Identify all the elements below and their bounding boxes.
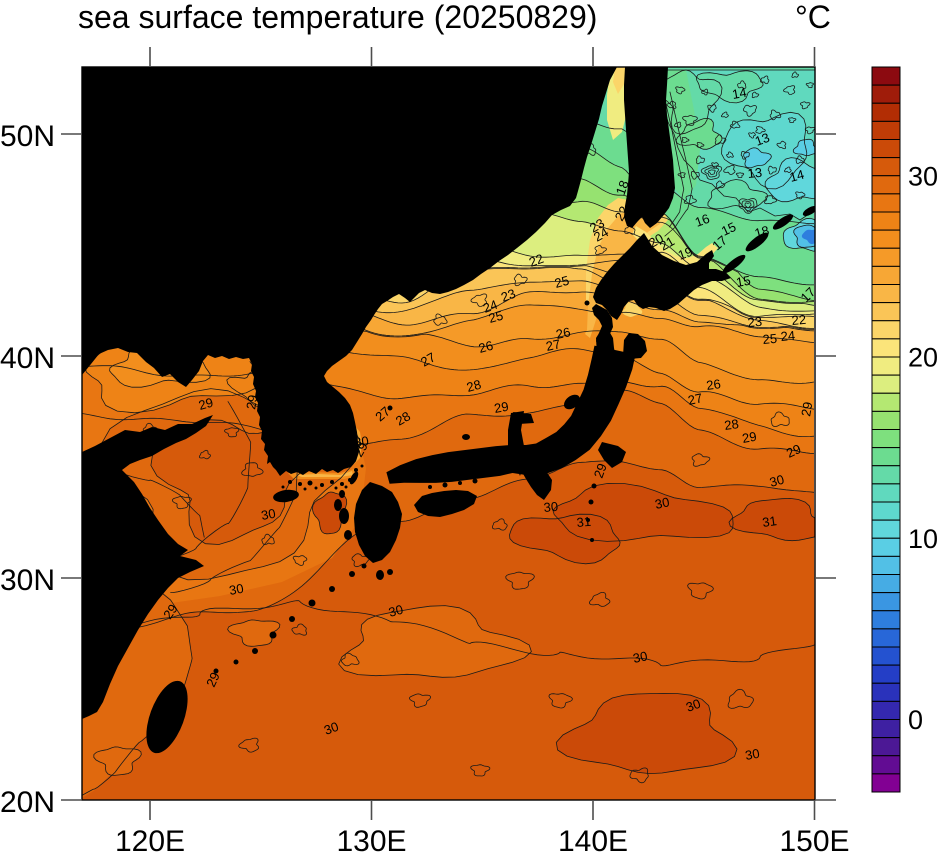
svg-text:23: 23 xyxy=(587,215,607,235)
svg-text:20: 20 xyxy=(908,343,938,373)
svg-text:30: 30 xyxy=(387,602,405,620)
svg-text:50N: 50N xyxy=(0,120,55,153)
svg-text:21: 21 xyxy=(657,233,677,253)
svg-text:26: 26 xyxy=(705,376,721,393)
svg-text:120E: 120E xyxy=(115,825,185,858)
svg-text:15: 15 xyxy=(735,273,752,290)
svg-text:30: 30 xyxy=(632,648,649,666)
svg-text:°C: °C xyxy=(795,0,831,35)
svg-text:30: 30 xyxy=(744,746,761,763)
svg-text:13: 13 xyxy=(747,165,763,181)
svg-text:30: 30 xyxy=(768,472,786,490)
svg-text:30: 30 xyxy=(228,581,245,598)
svg-text:14: 14 xyxy=(731,85,748,102)
svg-text:130E: 130E xyxy=(336,825,406,858)
svg-text:27: 27 xyxy=(545,336,562,354)
svg-text:30: 30 xyxy=(908,162,938,192)
svg-text:30: 30 xyxy=(684,696,703,715)
svg-text:29: 29 xyxy=(798,401,815,418)
svg-text:10: 10 xyxy=(908,524,938,554)
svg-text:29: 29 xyxy=(197,395,215,413)
svg-text:25: 25 xyxy=(553,273,571,291)
svg-text:13: 13 xyxy=(753,130,772,149)
svg-text:28: 28 xyxy=(465,377,483,395)
svg-text:30: 30 xyxy=(543,499,559,515)
svg-text:29: 29 xyxy=(591,461,610,480)
svg-text:30N: 30N xyxy=(0,564,55,597)
svg-text:29: 29 xyxy=(203,670,223,689)
svg-text:sea surface temperature (20250: sea surface temperature (20250829) xyxy=(78,0,597,35)
svg-text:27: 27 xyxy=(687,390,704,408)
svg-text:29: 29 xyxy=(493,399,510,416)
svg-text:24: 24 xyxy=(481,297,500,316)
svg-text:140E: 140E xyxy=(558,825,628,858)
svg-text:30: 30 xyxy=(322,719,341,738)
svg-text:25: 25 xyxy=(762,331,778,347)
svg-text:26: 26 xyxy=(477,338,495,356)
svg-text:31: 31 xyxy=(761,513,777,530)
svg-text:18: 18 xyxy=(613,178,632,197)
svg-text:20N: 20N xyxy=(0,786,55,819)
svg-text:15: 15 xyxy=(719,219,738,239)
svg-text:23: 23 xyxy=(747,314,763,330)
svg-text:28: 28 xyxy=(723,416,739,433)
svg-text:28: 28 xyxy=(393,408,413,428)
svg-text:25: 25 xyxy=(487,308,505,326)
svg-text:29: 29 xyxy=(160,601,181,621)
svg-text:27: 27 xyxy=(418,349,438,369)
svg-text:150E: 150E xyxy=(779,825,849,858)
svg-text:0: 0 xyxy=(908,705,923,735)
svg-text:40N: 40N xyxy=(0,342,55,375)
svg-text:17: 17 xyxy=(798,284,819,305)
svg-text:19: 19 xyxy=(676,244,695,263)
svg-text:16: 16 xyxy=(693,211,712,230)
svg-text:14: 14 xyxy=(788,167,806,185)
svg-text:22: 22 xyxy=(527,251,546,270)
svg-text:24: 24 xyxy=(591,224,611,244)
svg-text:30: 30 xyxy=(654,494,671,512)
svg-text:22: 22 xyxy=(791,312,807,328)
svg-text:30: 30 xyxy=(260,506,277,523)
svg-text:26: 26 xyxy=(555,324,572,342)
svg-text:23: 23 xyxy=(499,286,518,305)
svg-text:29: 29 xyxy=(741,429,758,446)
svg-text:31: 31 xyxy=(576,514,592,530)
svg-text:24: 24 xyxy=(780,328,796,344)
svg-text:29: 29 xyxy=(784,441,803,461)
